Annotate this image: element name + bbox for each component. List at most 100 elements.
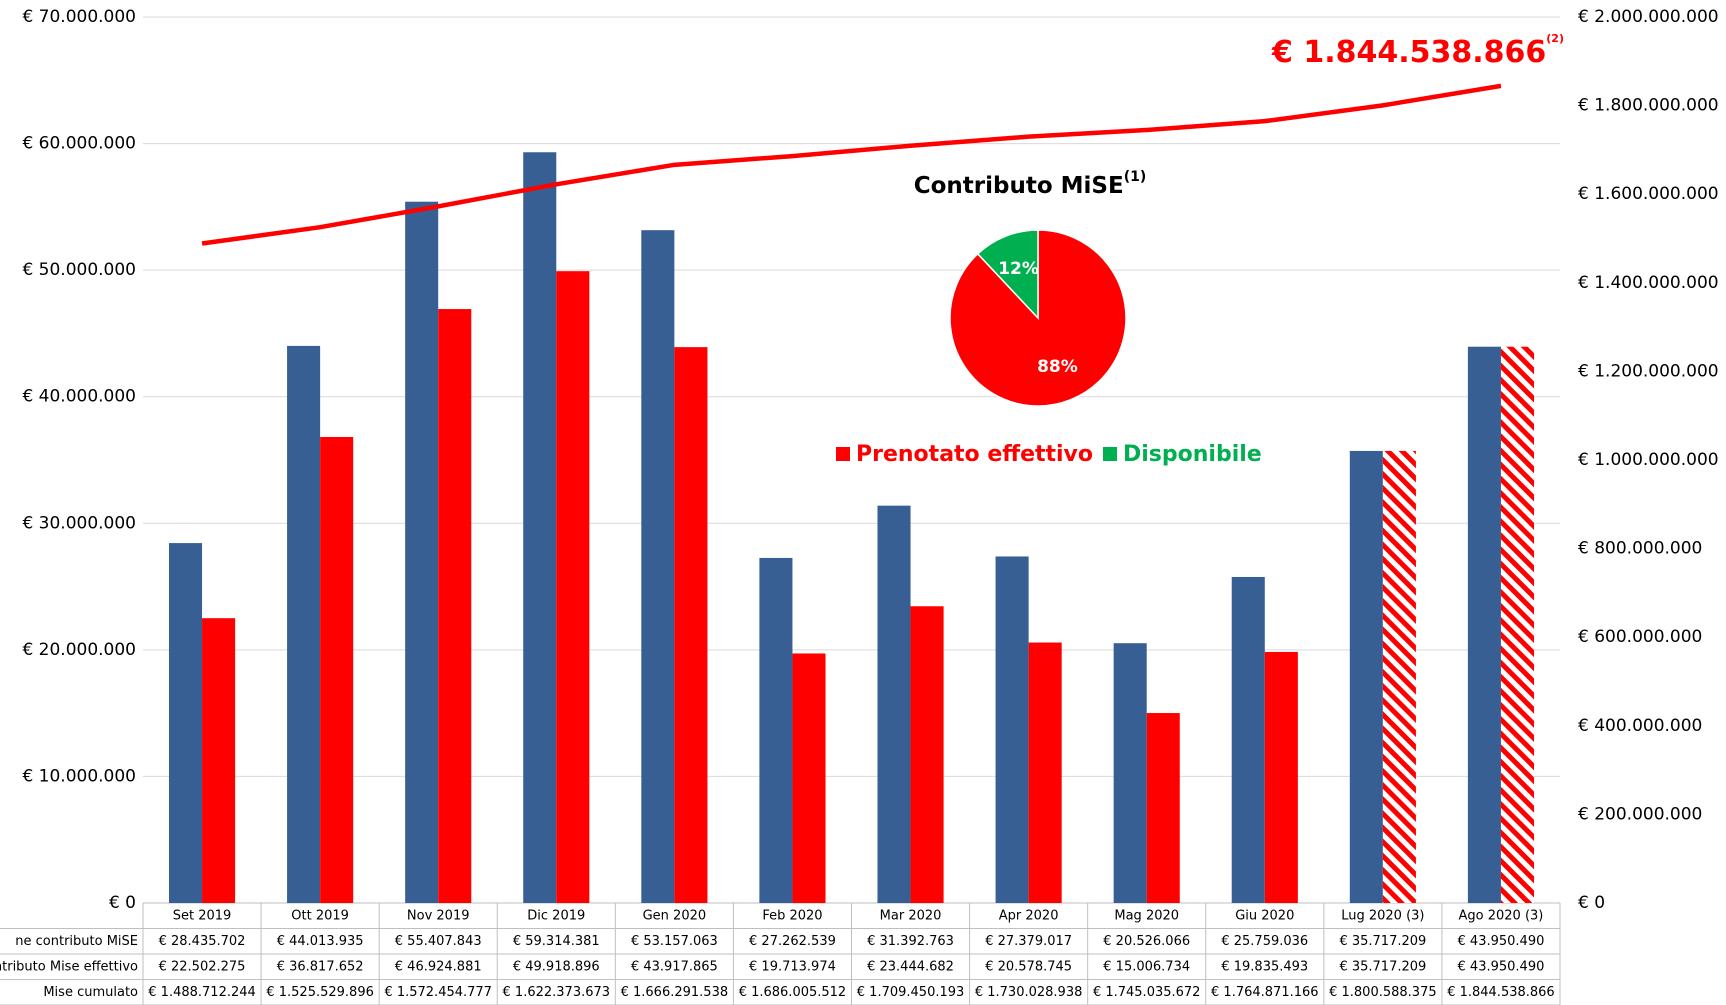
row-label: ne contributo MiSE [15,934,138,949]
annotation-note: (2) [1546,32,1564,45]
table-cell: € 19.835.493 [1221,959,1308,974]
table-cell: € 44.013.935 [277,934,364,949]
x-tick-label: Gen 2020 [643,908,707,923]
bar [1231,576,1265,903]
table-cell: € 1.488.712.244 [148,985,256,1000]
table-cell: € 15.006.734 [1103,959,1190,974]
table-cell: € 1.764.871.166 [1211,985,1319,1000]
y-tick-label: € 10.000.000 [22,766,136,786]
table-cell: € 53.157.063 [631,934,718,949]
x-tick-label: Feb 2020 [762,908,822,923]
table-cell: € 27.379.017 [985,934,1072,949]
table-cell: € 1.745.035.672 [1093,985,1201,1000]
table-cell: € 1.572.454.777 [384,985,492,1000]
table-cell: € 46.924.881 [395,959,482,974]
legend-swatch [1103,447,1117,461]
table-cell: € 49.918.896 [513,959,600,974]
table-cell: € 35.717.209 [1339,934,1426,949]
bar [1349,450,1383,903]
bar [320,436,354,903]
bar [405,201,439,904]
annotation-text: € 1.844.538.866 [1271,35,1546,70]
table-cell: € 19.713.974 [749,959,836,974]
y-tick-label: € 40.000.000 [22,387,136,407]
x-tick-label: Set 2019 [173,908,232,923]
y2-tick-label: € 0 [1578,893,1605,913]
pie-slice [976,229,1039,320]
y-tick-label: € 0 [109,893,136,913]
x-tick-label: Dic 2019 [527,908,585,923]
table-cell: € 31.392.763 [867,934,954,949]
bar [641,230,675,903]
table-cell: € 20.526.066 [1103,934,1190,949]
bar [1382,450,1416,903]
y2-tick-label: € 1.600.000.000 [1578,184,1719,204]
y2-tick-label: € 1.000.000.000 [1578,450,1719,470]
bar [1264,651,1298,903]
bar [168,543,203,903]
y-tick-label: € 30.000.000 [22,513,136,533]
x-tick-label: Giu 2020 [1235,908,1294,923]
table-cell: € 25.759.036 [1221,934,1308,949]
table-cell: € 20.578.745 [985,959,1072,974]
table-cell: € 1.709.450.193 [857,985,965,1000]
bar [202,618,236,903]
y-tick-label: € 50.000.000 [22,260,136,280]
table-cell: € 59.314.381 [513,934,600,949]
bar [1146,713,1180,903]
y-tick-label: € 70.000.000 [22,7,136,27]
bar [674,347,708,903]
line [201,83,1502,246]
x-tick-label: Ott 2019 [291,908,349,923]
bar [438,309,472,903]
y2-tick-label: € 600.000.000 [1578,627,1702,647]
y-tick-label: € 20.000.000 [22,640,136,660]
table-cell: € 28.435.702 [159,934,246,949]
y2-tick-label: € 200.000.000 [1578,804,1702,824]
pie-label: 12% [998,259,1039,279]
table-cell: € 27.262.539 [749,934,836,949]
bar [1500,346,1535,903]
table-cell: € 43.950.490 [1458,959,1545,974]
bar [556,271,590,903]
bar [759,557,793,903]
table-cell: € 1.622.373.673 [503,985,611,1000]
legend-label: Disponibile [1123,442,1262,467]
x-tick-label: Mag 2020 [1114,908,1179,923]
table-cell: € 35.717.209 [1339,959,1426,974]
x-tick-label: Ago 2020 (3) [1459,908,1544,923]
pie-label: 88% [1037,357,1078,377]
bar [287,345,321,904]
table-cell: € 1.730.028.938 [975,985,1083,1000]
pie-title: Contributo MiSE(1) [914,169,1147,199]
annotation: € 1.844.538.866(2) [1271,32,1564,70]
x-tick-label: Nov 2019 [407,908,470,923]
pie-title-note: (1) [1124,169,1147,185]
table-cell: € 1.686.005.512 [739,985,847,1000]
x-tick-label: Mar 2020 [880,908,942,923]
legend-swatch [836,447,850,461]
y-tick-label: € 60.000.000 [22,134,136,154]
bar [523,152,557,904]
bar [910,606,944,903]
table-cell: € 43.950.490 [1458,934,1545,949]
table-cell: € 1.525.529.896 [266,985,374,1000]
bar [1028,642,1062,903]
table-cell: € 1.800.588.375 [1329,985,1437,1000]
table-cell: € 1.666.291.538 [621,985,729,1000]
y2-tick-label: € 1.200.000.000 [1578,361,1719,381]
x-tick-label: Lug 2020 (3) [1341,908,1424,923]
x-tick-label: Apr 2020 [999,908,1059,923]
row-label: Mise cumulato [43,985,138,1000]
bar [995,556,1029,903]
bar [1113,643,1147,903]
y2-tick-label: € 400.000.000 [1578,716,1702,736]
y2-tick-label: € 2.000.000.000 [1578,7,1719,27]
row-label: ontributo Mise effettivo [0,959,138,974]
table-cell: € 36.817.652 [277,959,364,974]
table-cell: € 55.407.843 [395,934,482,949]
y2-tick-label: € 800.000.000 [1578,539,1702,559]
y2-tick-label: € 1.800.000.000 [1578,96,1719,116]
bar [1467,346,1501,903]
